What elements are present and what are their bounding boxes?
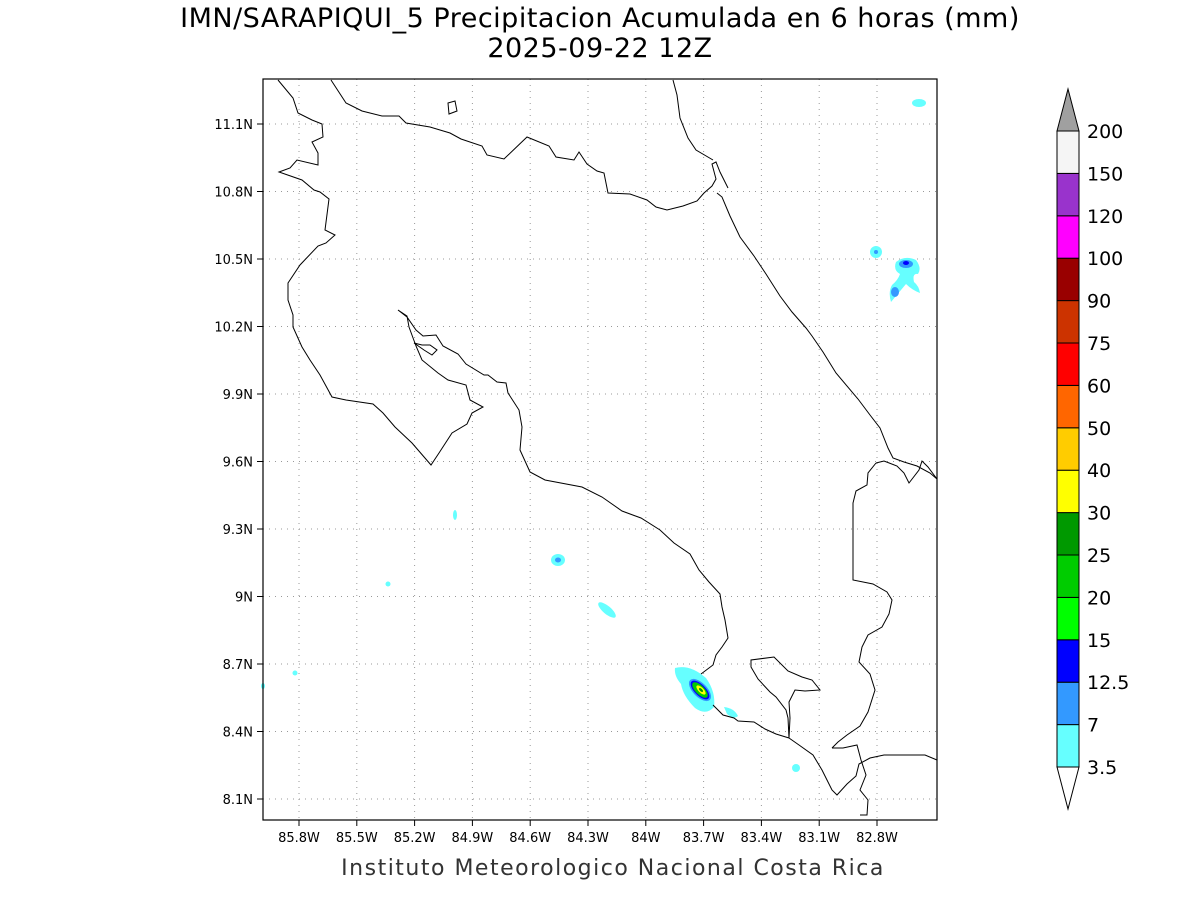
colorbar-swatch: [1056, 342, 1080, 386]
precipitation-contours: [261, 99, 926, 772]
lat-tick-label: 10.2N: [214, 321, 253, 336]
lon-tick-label: 83.1W: [798, 831, 840, 846]
lon-tick-label: 85.8W: [278, 831, 320, 846]
lon-tick-label: 84W: [631, 831, 661, 846]
colorbar-swatch: [1056, 215, 1080, 259]
longitude-axis: 85.8W 85.5W 85.2W 84.9W 84.6W 84.3W 84W 83.7W 83…: [278, 820, 898, 846]
lat-tick-label: 10.5N: [214, 253, 253, 268]
colorbar-level-label: 60: [1087, 375, 1111, 397]
footer-credit: Instituto Meteorologico Nacional Costa R…: [341, 856, 885, 881]
lon-tick-label: 84.3W: [567, 831, 609, 846]
lat-tick-label: 9.9N: [223, 388, 253, 403]
colorbar-swatch: [1056, 130, 1080, 174]
lon-tick-label: 84.9W: [451, 831, 493, 846]
colorbar-level-label: 50: [1087, 418, 1111, 440]
lat-tick-label: 8.4N: [223, 726, 253, 741]
colorbar-swatch: [1056, 384, 1080, 429]
colorbar-level-label: 75: [1087, 333, 1111, 355]
colorbar-swatch: [1056, 639, 1080, 683]
colorbar-swatch: [1056, 172, 1080, 217]
lat-tick-label: 9.6N: [223, 456, 253, 471]
colorbar-under-arrow: [1056, 766, 1080, 811]
colorbar-swatch: [1056, 724, 1080, 768]
lon-tick-label: 83.4W: [740, 831, 782, 846]
colorbar-swatch: [1056, 681, 1080, 726]
colorbar-level-label: 100: [1087, 248, 1123, 270]
colorbar-swatch: [1056, 427, 1080, 471]
latitude-axis: 11.1N 10.8N 10.5N 10.2N 9.9N 9.6N 9.3N 9N 8.7N 8.…: [214, 118, 263, 808]
colorbar-level-label: 3.5: [1087, 757, 1117, 779]
colorbar-swatch: [1056, 554, 1080, 598]
colorbar-swatch: [1056, 512, 1080, 556]
colorbar-level-label: 40: [1087, 460, 1111, 482]
lon-tick-label: 83.7W: [683, 831, 725, 846]
precip-blob-caribbean: [870, 99, 926, 302]
colorbar-level-label: 90: [1087, 291, 1111, 313]
colorbar-over-arrow: [1056, 87, 1080, 132]
colorbar-level-label: 120: [1087, 206, 1123, 228]
colorbar-level-label: 15: [1087, 630, 1111, 652]
map-title: IMN/SARAPIQUI_5 Precipitacion Acumulada …: [180, 3, 1020, 34]
colorbar-level-label: 30: [1087, 503, 1111, 525]
graticule: [263, 79, 937, 820]
lat-tick-label: 9.3N: [223, 523, 253, 538]
colorbar-swatch: [1056, 300, 1080, 344]
colorbar-level-label: 20: [1087, 587, 1111, 609]
lat-tick-label: 11.1N: [214, 118, 253, 133]
precip-blob-osa: [674, 667, 738, 718]
lon-tick-label: 85.2W: [394, 831, 436, 846]
map-subtitle-date: 2025-09-22 12Z: [487, 33, 713, 64]
lat-tick-label: 9N: [235, 591, 253, 606]
colorbar-legend: 3.5 7 12.5 15 20 25 30 40 50 60 75 90 100 120 150 200: [1056, 87, 1129, 811]
colorbar-level-label: 7: [1087, 715, 1099, 737]
colorbar-level-label: 150: [1087, 163, 1123, 185]
colorbar-swatch: [1056, 257, 1080, 302]
map-frame: [262, 78, 938, 821]
colorbar-swatch: [1056, 596, 1080, 641]
lat-tick-label: 10.8N: [214, 186, 253, 201]
colorbar-level-label: 200: [1087, 121, 1123, 143]
lon-tick-label: 82.8W: [856, 831, 898, 846]
colorbar-swatch: [1056, 469, 1080, 514]
coastlines: [277, 79, 938, 816]
lon-tick-label: 84.6W: [509, 831, 551, 846]
colorbar-level-label: 25: [1087, 545, 1111, 567]
colorbar-level-label: 12.5: [1087, 672, 1129, 694]
lat-tick-label: 8.7N: [223, 658, 253, 673]
precip-blob-scattered: [261, 510, 800, 772]
lat-tick-label: 8.1N: [223, 793, 253, 808]
lon-tick-label: 85.5W: [336, 831, 378, 846]
